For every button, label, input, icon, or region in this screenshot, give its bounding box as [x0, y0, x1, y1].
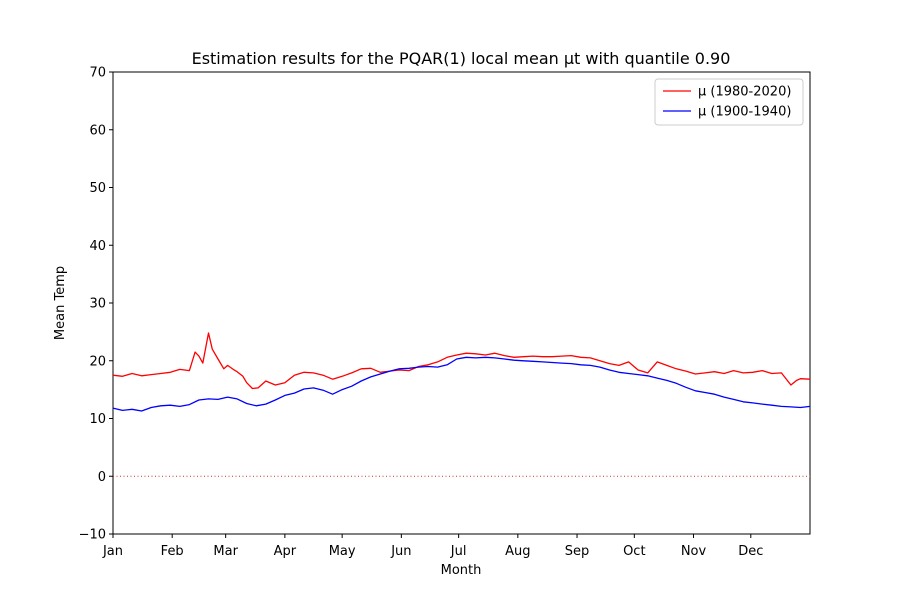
x-tick-label: Oct — [623, 544, 645, 559]
y-axis-ticks: −10 0 10 20 30 40 50 60 70 — [79, 66, 113, 543]
plot-frame — [112, 71, 811, 535]
y-tick-label: 40 — [89, 239, 106, 254]
series-line-2 — [112, 356, 811, 412]
chart-title: Estimation results for the PQAR(1) local… — [192, 49, 731, 68]
x-tick-label: May — [329, 544, 356, 559]
y-tick-label: 0 — [98, 470, 106, 485]
y-tick-label: 70 — [89, 66, 106, 81]
x-tick-label: Apr — [274, 544, 297, 559]
x-tick-label: Aug — [505, 544, 530, 559]
x-axis-label: Month — [441, 563, 482, 578]
y-tick-label: 50 — [89, 181, 106, 196]
x-tick-label: Jan — [102, 544, 123, 559]
series-layer — [112, 332, 811, 412]
x-tick-label: Mar — [213, 544, 238, 559]
legend-box — [654, 78, 804, 126]
legend: μ (1980-2020) μ (1900-1940) — [654, 78, 804, 126]
y-tick-label: 10 — [89, 412, 106, 427]
y-axis-label: Mean Temp — [53, 266, 68, 340]
x-tick-label: Jul — [450, 544, 467, 559]
series-line-1 — [112, 332, 811, 390]
x-tick-label: Dec — [738, 544, 763, 559]
y-tick-label: 30 — [89, 297, 106, 312]
legend-label: μ (1900-1940) — [698, 105, 791, 120]
y-tick-label: 20 — [89, 354, 106, 369]
x-tick-label: Sep — [565, 544, 590, 559]
legend-label: μ (1980-2020) — [698, 85, 791, 100]
y-tick-label: 60 — [89, 123, 106, 138]
x-tick-label: Jun — [390, 544, 411, 559]
x-axis-ticks: Jan Feb Mar Apr May Jun Jul Aug Sep Oct Nov Dec — [102, 534, 763, 559]
x-tick-label: Feb — [161, 544, 184, 559]
y-tick-label: −10 — [79, 528, 106, 543]
x-tick-label: Nov — [681, 544, 707, 559]
